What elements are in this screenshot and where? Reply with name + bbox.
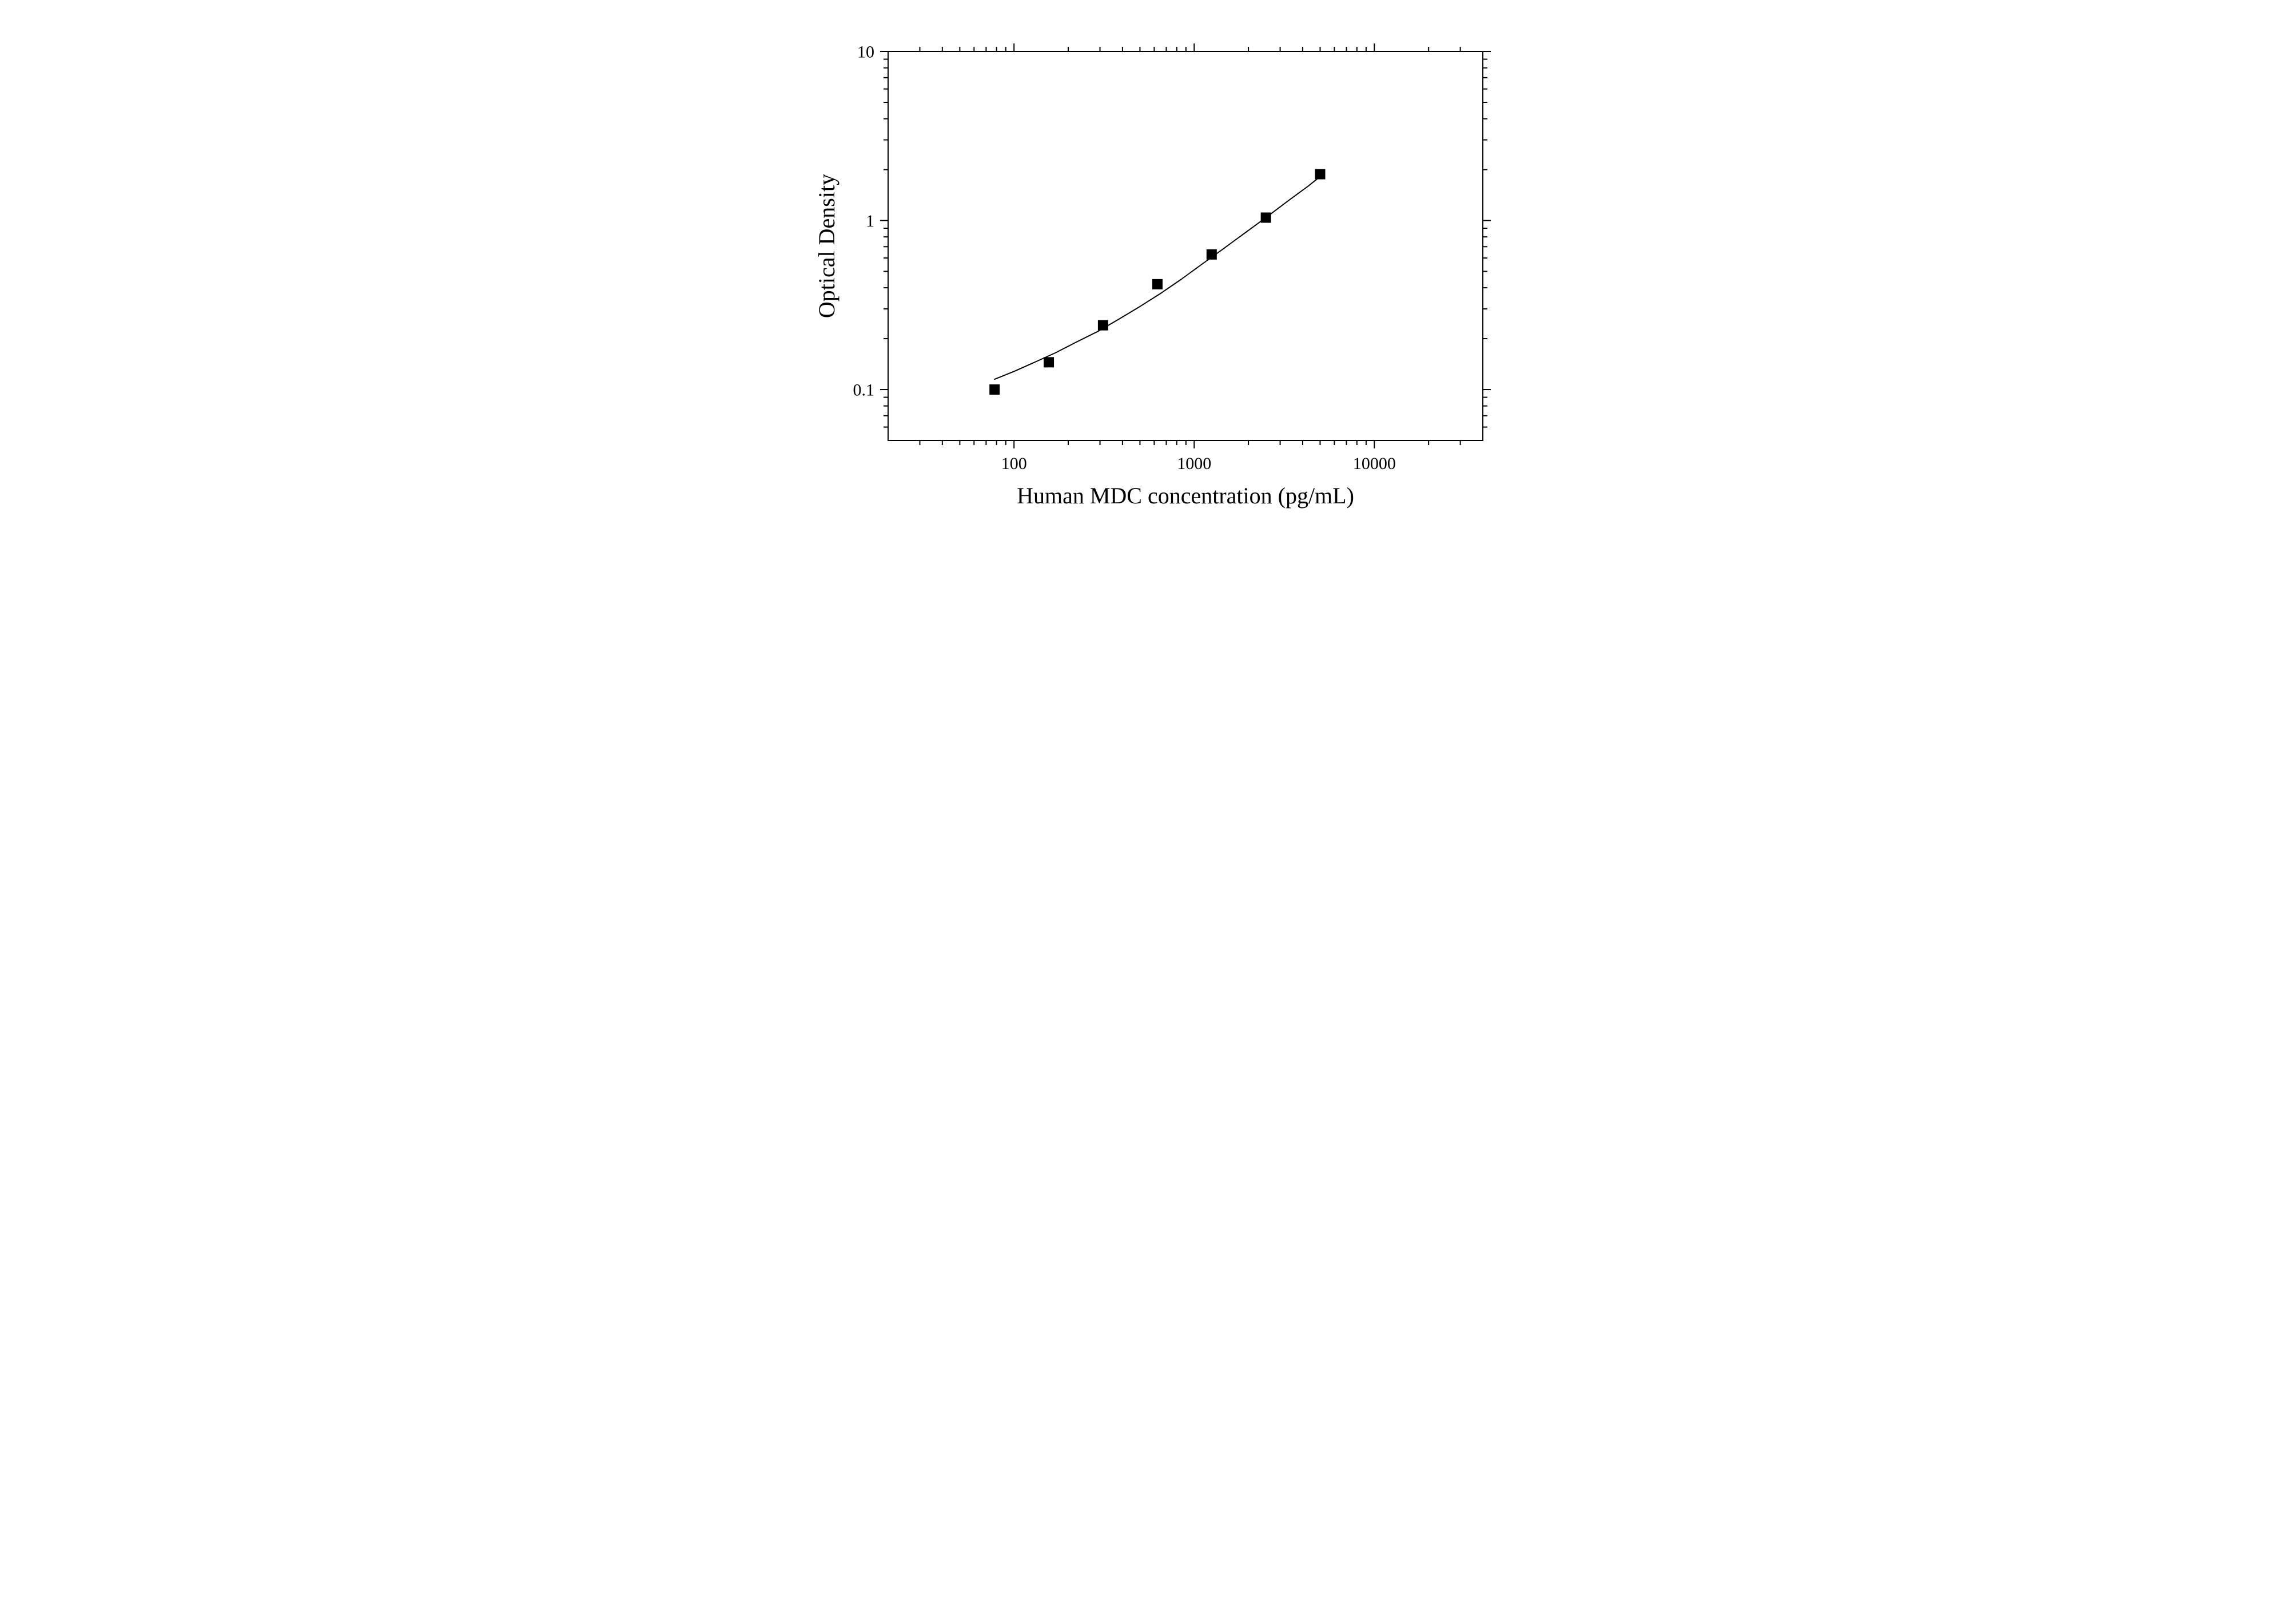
data-point	[1260, 212, 1271, 223]
y-tick-label: 0.1	[853, 381, 874, 400]
data-point	[1206, 249, 1216, 260]
chart-svg: 100 1000 10000 0.1 1 10 Human MDC concentratio…	[748, 0, 1549, 561]
x-axis-label: Human MDC concentration (pg/mL)	[1017, 483, 1354, 508]
data-point	[1315, 169, 1325, 180]
chart-container: 100 1000 10000 0.1 1 10 Human MDC concentratio…	[748, 0, 1549, 561]
data-point	[1044, 357, 1054, 367]
x-tick-label: 1000	[1177, 454, 1211, 473]
x-tick-label: 100	[1001, 454, 1026, 473]
data-point	[1152, 279, 1162, 289]
y-axis-label: Optical Density	[814, 174, 839, 318]
x-tick-label: 10000	[1352, 454, 1395, 473]
data-point	[1097, 320, 1108, 331]
y-tick-label: 10	[857, 43, 874, 62]
y-tick-label: 1	[866, 212, 874, 231]
chart-background	[748, 0, 1549, 561]
data-point	[989, 384, 1000, 395]
